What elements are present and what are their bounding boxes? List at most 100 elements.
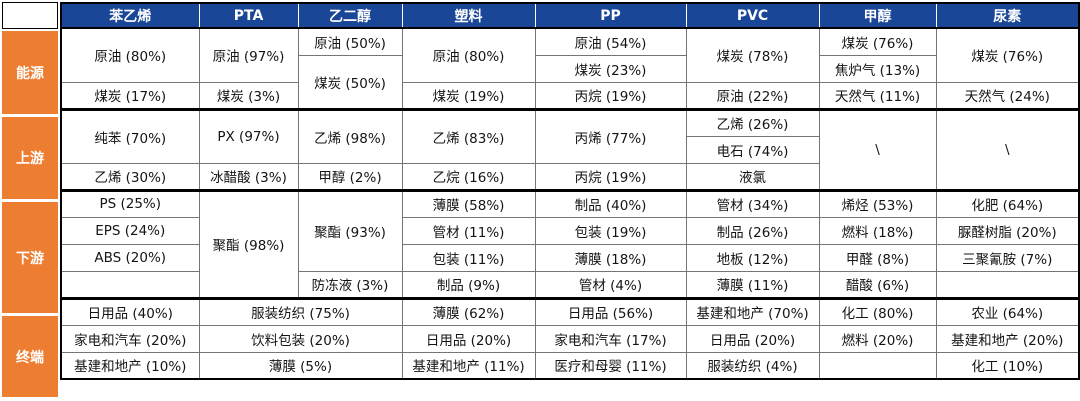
cell: 农业 (64%)	[935, 296, 1080, 326]
cell: 电石 (74%)	[685, 135, 820, 164]
cell: 乙烯 (83%)	[401, 107, 536, 164]
cell: 原油 (50%)	[297, 27, 403, 56]
cell: 煤炭 (19%)	[401, 81, 536, 110]
cell: 煤炭 (50%)	[297, 54, 403, 110]
terminal-row-2: 家电和汽车 (20%) 饮料包装 (20%) 日用品 (20%) 家电和汽车 (…	[60, 324, 1080, 353]
cell: 煤炭 (3%)	[198, 81, 299, 110]
cell: 原油 (97%)	[198, 27, 299, 83]
product-flow-table: 苯乙烯 PTA 乙二醇 塑料 PP PVC 甲醇 尿素 原油 (80%) 原油 …	[60, 2, 1080, 380]
cell: 日用品 (20%)	[401, 324, 536, 353]
cell: 地板 (12%)	[685, 243, 820, 272]
cell: 薄膜 (5%)	[198, 351, 403, 380]
empty-cell	[60, 270, 200, 299]
cell: 煤炭 (76%)	[935, 27, 1080, 83]
column-header-urea: 尿素	[935, 2, 1080, 29]
cell: PS (25%)	[60, 188, 200, 218]
cell: 醋酸 (6%)	[818, 270, 937, 299]
cell: 制品 (40%)	[534, 188, 687, 218]
column-header-pp: PP	[534, 2, 687, 29]
cell: 日用品 (20%)	[685, 324, 820, 353]
cell: EPS (24%)	[60, 216, 200, 245]
cell: 煤炭 (23%)	[534, 54, 687, 83]
cell: 液氯	[685, 162, 820, 191]
cell: 化肥 (64%)	[935, 188, 1080, 218]
cell: 日用品 (40%)	[60, 296, 200, 326]
row-label-upstream: 上游	[2, 117, 58, 199]
corner-cell	[2, 2, 58, 29]
cell: 管材 (4%)	[534, 270, 687, 299]
cell: 燃料 (18%)	[818, 216, 937, 245]
cell: 管材 (34%)	[685, 188, 820, 218]
energy-row-3: 煤炭 (17%) 煤炭 (3%) 煤炭 (19%) 丙烷 (19%) 原油 (2…	[60, 81, 1080, 110]
cell: 家电和汽车 (20%)	[60, 324, 200, 353]
terminal-row-1: 日用品 (40%) 服装纺织 (75%) 薄膜 (62%) 日用品 (56%) …	[60, 296, 1080, 326]
cell: 原油 (54%)	[534, 27, 687, 56]
cell: 丙烷 (19%)	[534, 162, 687, 191]
cell: 脲醛树脂 (20%)	[935, 216, 1080, 245]
cell: 制品 (9%)	[401, 270, 536, 299]
cell: 薄膜 (18%)	[534, 243, 687, 272]
cell: 日用品 (56%)	[534, 296, 687, 326]
cell: 原油 (80%)	[60, 27, 200, 83]
cell: 乙烯 (26%)	[685, 107, 820, 137]
empty-cell	[935, 270, 1080, 299]
cell: 医疗和母婴 (11%)	[534, 351, 687, 380]
cell: 服装纺织 (75%)	[198, 296, 403, 326]
cell: PX (97%)	[198, 107, 299, 164]
cell: 薄膜 (58%)	[401, 188, 536, 218]
column-header-methanol: 甲醇	[818, 2, 937, 29]
energy-row-1: 原油 (80%) 原油 (97%) 原油 (50%) 原油 (80%) 原油 (…	[60, 27, 1080, 83]
cell: 基建和地产 (70%)	[685, 296, 820, 326]
cell: 包装 (11%)	[401, 243, 536, 272]
downstream-row-2: EPS (24%) 管材 (11%) 包装 (19%) 制品 (26%) 燃料 …	[60, 216, 1080, 245]
cell: 聚酯 (93%)	[297, 188, 403, 272]
row-label-upstream-text: 上游	[16, 151, 44, 167]
column-header-plastics: 塑料	[401, 2, 536, 29]
cell: 乙烷 (16%)	[401, 162, 536, 191]
cell: 煤炭 (78%)	[685, 27, 820, 83]
cell: 丙烷 (19%)	[534, 81, 687, 110]
column-header-pta: PTA	[198, 2, 299, 29]
cell: 冰醋酸 (3%)	[198, 162, 299, 191]
cell: 制品 (26%)	[685, 216, 820, 245]
cell: 丙烯 (77%)	[534, 107, 687, 164]
header-row: 苯乙烯 PTA 乙二醇 塑料 PP PVC 甲醇 尿素	[60, 2, 1080, 29]
cell: 薄膜 (62%)	[401, 296, 536, 326]
row-label-terminal: 终端	[2, 316, 58, 397]
cell: 原油 (80%)	[401, 27, 536, 83]
downstream-row-4: 防冻液 (3%) 制品 (9%) 管材 (4%) 薄膜 (11%) 醋酸 (6%…	[60, 270, 1080, 299]
cell: 三聚氰胺 (7%)	[935, 243, 1080, 272]
cell: 基建和地产 (20%)	[935, 324, 1080, 353]
cell: 包装 (19%)	[534, 216, 687, 245]
cell: 化工 (80%)	[818, 296, 937, 326]
cell: 烯烃 (53%)	[818, 188, 937, 218]
cell: ABS (20%)	[60, 243, 200, 272]
cell: 煤炭 (17%)	[60, 81, 200, 110]
downstream-row-1: PS (25%) 聚酯 (98%) 聚酯 (93%) 薄膜 (58%) 制品 (…	[60, 188, 1080, 299]
terminal-row-3: 基建和地产 (10%) 薄膜 (5%) 基建和地产 (11%) 医疗和母婴 (1…	[60, 351, 1080, 380]
cell: 天然气 (11%)	[818, 81, 937, 110]
downstream-row-3: ABS (20%) 包装 (11%) 薄膜 (18%) 地板 (12%) 甲醛 …	[60, 243, 1080, 272]
cell: 原油 (22%)	[685, 81, 820, 110]
cell: 化工 (10%)	[935, 351, 1080, 380]
column-header-styrene: 苯乙烯	[60, 2, 200, 29]
cell: 服装纺织 (4%)	[685, 351, 820, 380]
cell: 甲醇 (2%)	[297, 162, 403, 191]
cell: 基建和地产 (10%)	[60, 351, 200, 380]
row-label-energy: 能源	[2, 31, 58, 114]
row-label-downstream: 下游	[2, 202, 58, 313]
cell: 防冻液 (3%)	[297, 270, 403, 299]
empty-cell	[818, 351, 937, 380]
column-header-meg: 乙二醇	[297, 2, 403, 29]
cell: 燃料 (20%)	[818, 324, 937, 353]
upstream-row-2: 电石 (74%)	[61, 135, 1079, 164]
upstream-row-3: 乙烯 (30%) 冰醋酸 (3%) 甲醇 (2%) 乙烷 (16%) 丙烷 (1…	[60, 162, 1079, 191]
row-label-terminal-text: 终端	[16, 349, 44, 366]
cell: 聚酯 (98%)	[198, 188, 299, 299]
cell: 甲醛 (8%)	[818, 243, 937, 272]
cell: 煤炭 (76%)	[818, 27, 937, 56]
row-label-energy-text: 能源	[16, 65, 44, 82]
cell: 基建和地产 (11%)	[401, 351, 536, 380]
cell: 乙烯 (30%)	[60, 162, 200, 191]
